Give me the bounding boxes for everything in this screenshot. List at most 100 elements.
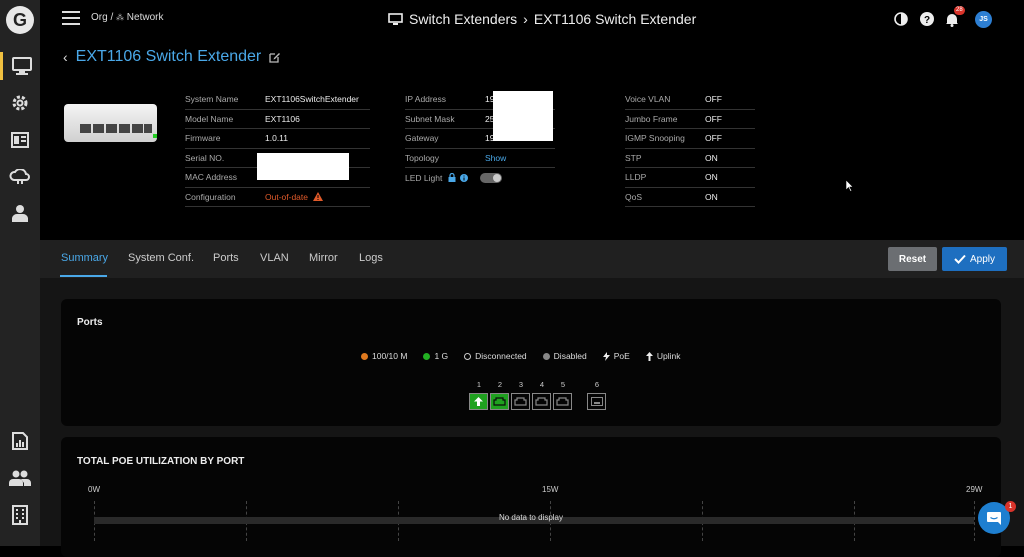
back-chevron-icon[interactable]: ‹ bbox=[63, 49, 68, 65]
lock-icon bbox=[448, 173, 456, 183]
info-lldp: LLDP ON bbox=[625, 168, 755, 188]
help-icon[interactable]: ? bbox=[920, 12, 934, 26]
info-value: OFF bbox=[705, 133, 722, 144]
port-6[interactable] bbox=[587, 393, 606, 410]
info-jumbo-frame: Jumbo Frame OFF bbox=[625, 110, 755, 129]
info-qos: QoS ON bbox=[625, 188, 755, 207]
crumb-section[interactable]: Switch Extenders bbox=[409, 11, 518, 27]
page-breadcrumb: Switch Extenders › EXT1106 Switch Extend… bbox=[388, 11, 696, 27]
legend-label: Disconnected bbox=[475, 351, 527, 361]
theme-toggle-icon[interactable] bbox=[894, 12, 908, 26]
tab-summary[interactable]: Summary bbox=[61, 252, 109, 264]
info-firmware: Firmware 1.0.11 bbox=[185, 129, 370, 149]
user-avatar[interactable]: JS bbox=[975, 11, 992, 28]
info-icon[interactable] bbox=[460, 173, 469, 182]
chat-support-button[interactable] bbox=[978, 502, 1010, 534]
edit-pencil-icon[interactable] bbox=[269, 51, 281, 63]
report-icon[interactable] bbox=[0, 427, 40, 455]
crumb-device: EXT1106 Switch Extender bbox=[533, 11, 697, 27]
grid-line bbox=[974, 501, 975, 541]
reset-label: Reset bbox=[898, 253, 927, 265]
info-value: OFF bbox=[705, 94, 722, 105]
legend-label: 100/10 M bbox=[372, 351, 408, 361]
page-title-row: ‹ EXT1106 Switch Extender bbox=[63, 48, 281, 66]
port-number: 4 bbox=[539, 380, 545, 389]
notifications-bell-icon[interactable] bbox=[945, 12, 959, 27]
legend-disconnected: Disconnected bbox=[464, 351, 527, 361]
poe-scale-label: 15W bbox=[542, 485, 559, 494]
config-status[interactable]: Out-of-date bbox=[265, 191, 308, 202]
settings-gear-icon[interactable] bbox=[0, 89, 40, 117]
info-value: 19 bbox=[485, 94, 495, 105]
breadcrumb-network[interactable]: Network bbox=[126, 12, 164, 23]
info-key: Topology bbox=[405, 152, 440, 163]
port-1[interactable] bbox=[469, 393, 488, 410]
notification-count-badge: 28 bbox=[954, 6, 965, 15]
check-icon bbox=[954, 254, 966, 264]
topology-show-link[interactable]: Show bbox=[485, 152, 507, 163]
ethernet-port-icon bbox=[535, 397, 548, 406]
info-value: EXT1106SwitchExtender bbox=[265, 94, 359, 105]
port-2[interactable] bbox=[490, 393, 509, 410]
port-5[interactable] bbox=[553, 393, 572, 410]
ethernet-port-icon bbox=[493, 397, 506, 406]
tab-logs[interactable]: Logs bbox=[359, 252, 383, 264]
arrow-up-icon bbox=[645, 351, 653, 361]
active-tab-indicator bbox=[60, 275, 107, 277]
info-key: MAC Address bbox=[185, 172, 237, 183]
poe-scale-label: 0W bbox=[88, 485, 100, 494]
network-icon: ⁂ bbox=[116, 13, 125, 22]
summary-content: Ports 100/10 M 1 G Disconnected Disabled… bbox=[40, 278, 1024, 557]
menu-hamburger-icon[interactable] bbox=[62, 11, 80, 25]
info-key: IGMP Snooping bbox=[625, 133, 685, 144]
legend-uplink: Uplink bbox=[645, 351, 680, 361]
info-value: EXT1106 bbox=[265, 113, 300, 124]
info-key: Voice VLAN bbox=[625, 94, 671, 105]
cloud-network-icon[interactable] bbox=[0, 163, 40, 191]
info-key: Configuration bbox=[185, 191, 236, 202]
info-key: Model Name bbox=[185, 113, 234, 124]
info-gateway: Gateway 19 bbox=[405, 129, 555, 149]
mouse-cursor-icon bbox=[846, 180, 854, 192]
info-value: ON bbox=[705, 172, 718, 183]
info-key: IP Address bbox=[405, 94, 446, 105]
ethernet-port-icon bbox=[556, 397, 569, 406]
device-info-col1: System Name EXT1106SwitchExtender Model N… bbox=[185, 90, 370, 207]
tab-mirror[interactable]: Mirror bbox=[309, 252, 338, 264]
info-subnet: Subnet Mask 25 bbox=[405, 110, 555, 129]
legend-poe: PoE bbox=[602, 351, 630, 361]
monitor-icon[interactable] bbox=[0, 52, 40, 80]
building-icon[interactable] bbox=[0, 501, 40, 529]
monitor-icon bbox=[388, 12, 403, 25]
port-3[interactable] bbox=[511, 393, 530, 410]
info-igmp-snooping: IGMP Snooping OFF bbox=[625, 129, 755, 149]
info-value: 19 bbox=[485, 133, 495, 144]
dashboard-icon[interactable] bbox=[0, 126, 40, 154]
info-mac: MAC Address bbox=[185, 168, 370, 188]
device-info-col2: IP Address 19 Subnet Mask 25 Gateway 19 Top… bbox=[405, 90, 555, 188]
info-value: 1.0.11 bbox=[265, 133, 289, 144]
port-4[interactable] bbox=[532, 393, 551, 410]
team-icon[interactable] bbox=[0, 464, 40, 492]
info-key: QoS bbox=[625, 191, 643, 202]
app-logo[interactable]: G bbox=[6, 6, 34, 34]
legend-label: 1 G bbox=[434, 351, 449, 361]
legend-disabled: Disabled bbox=[542, 351, 587, 361]
tab-system-conf[interactable]: System Conf. bbox=[128, 252, 195, 264]
ports-card-title: Ports bbox=[77, 317, 103, 328]
user-icon[interactable] bbox=[0, 199, 40, 227]
info-system-name: System Name EXT1106SwitchExtender bbox=[185, 90, 370, 110]
tab-vlan[interactable]: VLAN bbox=[260, 252, 289, 264]
arrow-up-icon bbox=[474, 397, 483, 406]
info-configuration: Configuration Out-of-date bbox=[185, 188, 370, 207]
legend-label: Disabled bbox=[553, 351, 587, 361]
info-ip: IP Address 19 bbox=[405, 90, 555, 110]
apply-button[interactable]: Apply bbox=[942, 247, 1007, 271]
tab-ports[interactable]: Ports bbox=[213, 252, 239, 264]
breadcrumb-org[interactable]: Org / bbox=[91, 12, 114, 23]
legend-100-10m: 100/10 M bbox=[361, 351, 407, 361]
apply-label: Apply bbox=[969, 253, 995, 265]
reset-button[interactable]: Reset bbox=[888, 247, 937, 271]
breadcrumb: Org / ⁂ Network bbox=[91, 12, 163, 23]
led-light-toggle[interactable] bbox=[480, 172, 503, 183]
